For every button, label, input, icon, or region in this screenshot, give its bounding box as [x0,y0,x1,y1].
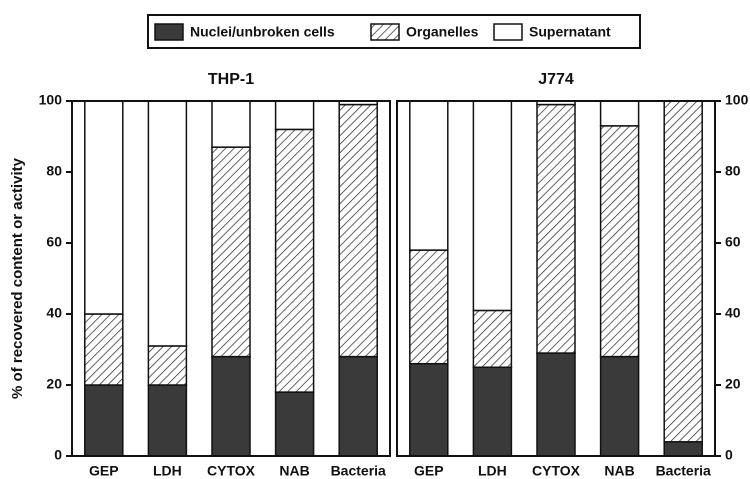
bar-segment [472,100,513,312]
bar-segment [84,313,124,386]
y-tick-label: 0 [54,447,62,463]
bar-segment [84,100,124,315]
bar-segment [663,441,703,457]
y-tick-label: 80 [46,163,62,179]
x-tick-label: GEP [414,463,444,479]
bar-segment [409,362,449,457]
x-tick-label: NAB [604,463,634,479]
bar-segment [663,100,703,443]
y-tick-label: 20 [725,376,741,392]
y-tick-label: 100 [39,92,63,108]
x-tick-label: Bacteria [331,463,386,479]
legend-swatch [370,23,400,41]
legend-label: Nuclei/unbroken cells [190,24,335,40]
y-axis-label: % of recovered content or activity [9,157,26,399]
bar-segment [409,249,449,365]
bar-segment [147,384,188,457]
y-tick-label: 100 [725,92,749,108]
x-tick-label: CYTOX [532,463,581,479]
plot-frame [396,100,716,457]
bar-segment [274,128,315,393]
bar-segment [147,100,188,347]
x-tick-label: LDH [478,463,507,479]
x-tick-label: CYTOX [207,463,256,479]
bar-segment [211,146,251,358]
y-tick-label: 20 [46,376,62,392]
plot-frame [71,100,391,457]
bar-segment [409,100,449,251]
x-tick-label: Bacteria [656,463,711,479]
bar-segment [536,103,576,354]
legend-swatch [493,23,523,41]
bar-segment [211,100,251,148]
bar-segment [599,355,640,457]
bar-segment [274,391,315,457]
legend-label: Supernatant [529,24,611,40]
y-tick-label: 40 [46,305,62,321]
panel-title: J774 [538,71,574,88]
bar-segment [472,366,513,457]
x-tick-label: NAB [279,463,309,479]
y-tick-label: 80 [725,163,741,179]
y-tick-label: 60 [46,234,62,250]
bar-segment [536,352,576,457]
y-tick-label: 40 [725,305,741,321]
x-tick-label: LDH [153,463,182,479]
bar-segment [338,355,378,457]
legend-swatch [154,23,184,41]
bar-segment [338,103,378,358]
y-tick-label: 0 [725,447,733,463]
y-tick-label: 60 [725,234,741,250]
legend-label: Organelles [406,24,479,40]
x-tick-label: GEP [89,463,119,479]
bar-segment [211,355,251,457]
bar-segment [472,309,513,369]
bar-segment [84,384,124,457]
bar-segment [599,125,640,358]
panel-title: THP-1 [208,71,254,88]
bar-segment [274,100,315,131]
bar-segment [599,100,640,127]
bar-segment [147,345,188,386]
